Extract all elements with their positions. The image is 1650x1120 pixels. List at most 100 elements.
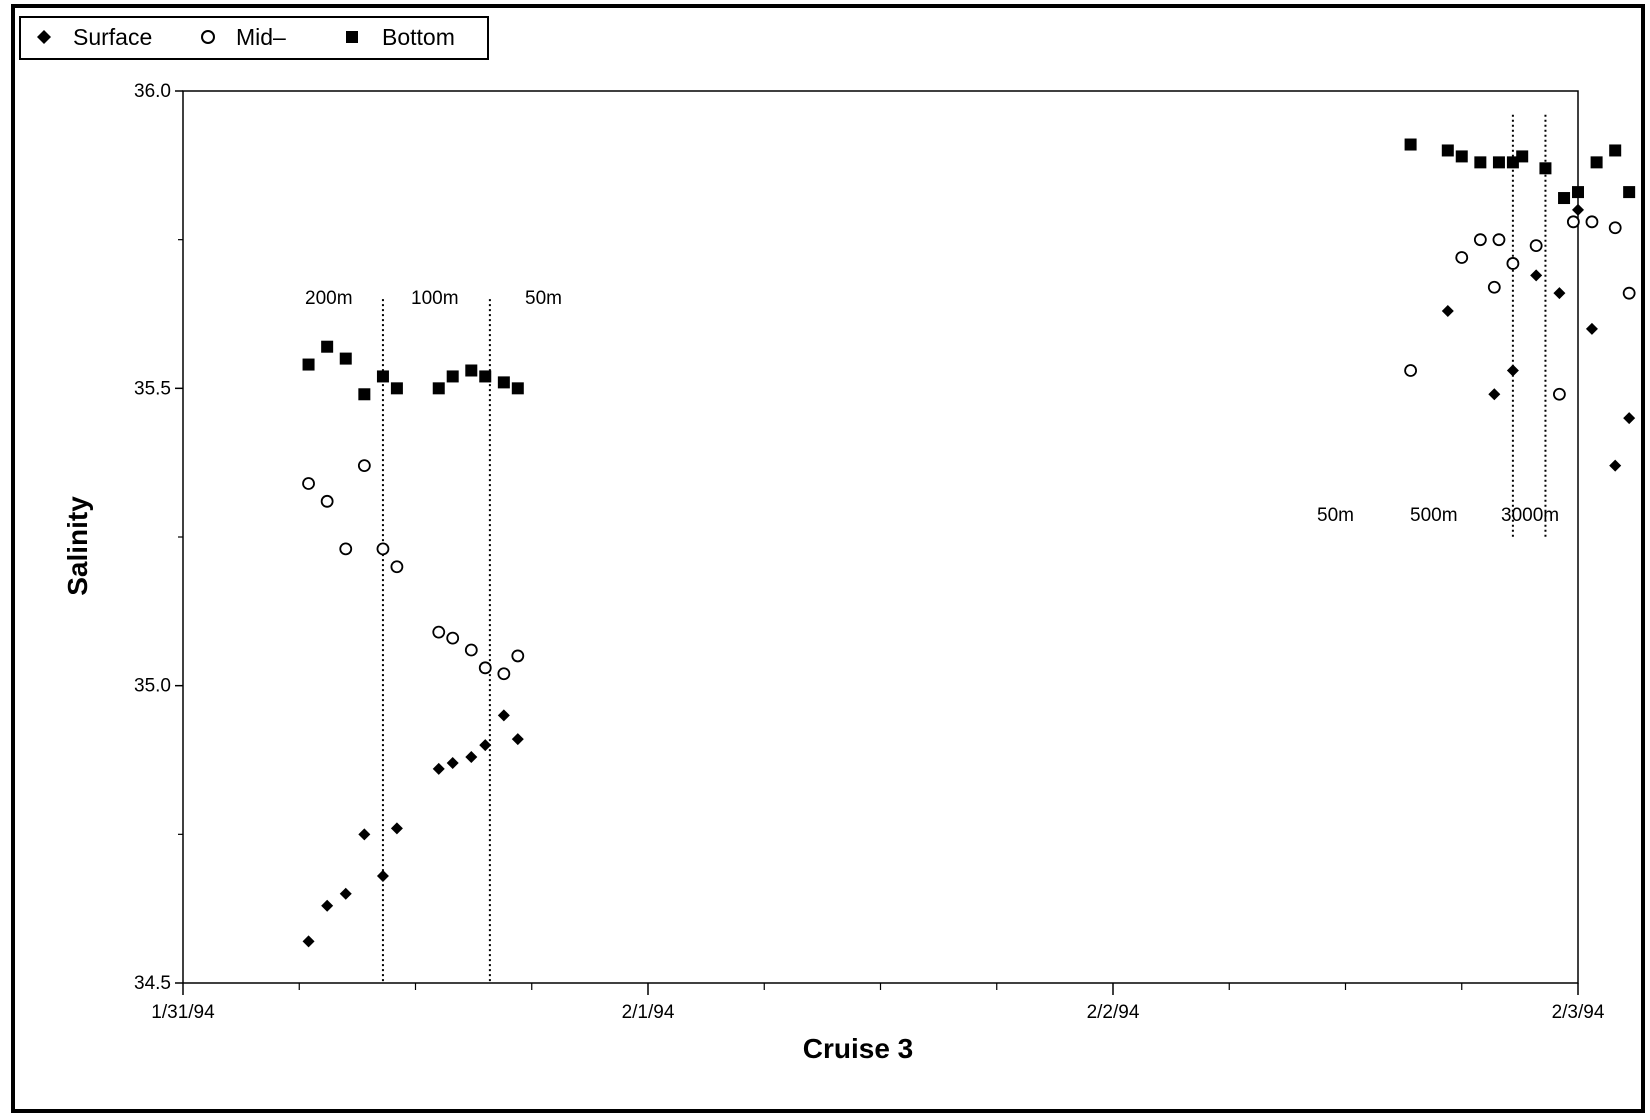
legend-label-bottom: Bottom: [382, 24, 455, 50]
bottom-point: [302, 358, 315, 371]
y-tick-label: 35.0: [134, 676, 171, 697]
bottom-point: [1492, 156, 1505, 169]
mid-point: [302, 477, 315, 490]
legend-box: [19, 16, 489, 60]
y-tick-label: 36.0: [134, 81, 171, 102]
bottom-point: [432, 382, 445, 395]
bottom-point: [1516, 150, 1529, 163]
surface-point: [376, 869, 389, 882]
surface-point: [302, 935, 315, 948]
y-axis-title: Salinity: [62, 496, 93, 596]
surface-point: [1441, 305, 1454, 318]
surface-point: [1609, 459, 1622, 472]
surface-point: [479, 739, 492, 752]
mid-point: [1529, 239, 1543, 253]
surface-point: [339, 887, 352, 900]
mid-point: [464, 643, 478, 657]
separators: [381, 114, 1547, 983]
surface-point: [1488, 388, 1501, 401]
bottom-point: [1441, 144, 1454, 157]
bottom-point: [1455, 150, 1468, 163]
mid-point: [1492, 233, 1506, 247]
bottom-point: [1404, 138, 1417, 151]
surface-point: [511, 733, 524, 746]
mid-point: [1487, 280, 1501, 294]
legend-marker-mid: [201, 30, 215, 44]
mid-point: [1553, 387, 1566, 401]
bottom-point: [390, 382, 403, 395]
annotation-3000m: 3000m: [1501, 505, 1559, 526]
bottom-point: [1590, 156, 1603, 169]
x-axis-title: Cruise 3: [803, 1033, 914, 1064]
surface-point: [358, 828, 371, 841]
surface-point: [432, 762, 445, 775]
mid-point: [390, 560, 404, 574]
x-tick-label: 2/3/94: [1552, 1002, 1605, 1023]
surface-point: [1506, 364, 1519, 377]
mid-point: [497, 667, 511, 681]
mid-point: [1404, 364, 1417, 377]
bottom-point: [446, 370, 459, 383]
bottom-point: [1506, 156, 1519, 169]
surface-point: [497, 709, 510, 722]
axes: 34.5 35.0 35.5 36.0 1/31/94 2/1/94 2/2/94 2/3/9…: [134, 81, 1605, 1023]
bottom-point: [465, 364, 478, 377]
mid-point: [1473, 233, 1487, 247]
bottom-point: [358, 388, 371, 401]
legend: Surface Mid– Bottom: [19, 16, 489, 60]
annotation-500m: 500m: [1410, 505, 1458, 526]
bottom-point: [339, 352, 352, 365]
surface-point: [321, 899, 334, 912]
mid-point: [376, 542, 390, 556]
x-tick-label: 1/31/94: [151, 1002, 215, 1023]
mid-point: [1622, 286, 1636, 300]
mid-point: [1506, 257, 1520, 270]
bottom-point: [1609, 144, 1622, 157]
plot-frame: [182, 90, 1579, 984]
annotations: 200m 100m 50m 50m 500m 3000m: [305, 288, 1559, 526]
annotation-100m: 100m: [411, 288, 459, 309]
annotation-50m-right: 50m: [1317, 505, 1354, 526]
surface-point: [1572, 203, 1584, 216]
surface-point: [465, 751, 478, 764]
surface-point: [1530, 269, 1543, 282]
bottom-point: [497, 376, 510, 389]
surface-point: [446, 756, 459, 769]
bottom-point: [1539, 162, 1552, 175]
legend-marker-bottom: [346, 31, 358, 43]
legend-marker-surface: [37, 30, 51, 44]
bottom-point: [479, 370, 492, 383]
surface-point: [390, 822, 403, 835]
annotation-50m-left: 50m: [525, 288, 562, 309]
mid-point: [1608, 221, 1622, 235]
data-points: [302, 138, 1636, 948]
chart-frame: [11, 4, 1645, 1113]
surface-point: [1553, 287, 1566, 300]
mid-point: [357, 459, 371, 473]
bottom-point: [511, 382, 524, 395]
mid-point: [1455, 251, 1469, 264]
annotation-200m: 200m: [305, 288, 353, 309]
mid-point: [432, 625, 446, 639]
y-tick-label: 35.5: [134, 378, 171, 399]
mid-point: [446, 631, 460, 645]
x-tick-label: 2/1/94: [622, 1002, 675, 1023]
bottom-point: [1572, 186, 1584, 199]
mid-point: [339, 542, 353, 556]
mid-point: [320, 494, 334, 508]
mid-point: [478, 661, 492, 675]
mid-point: [511, 649, 525, 663]
bottom-point: [321, 340, 334, 353]
bottom-point: [376, 370, 389, 383]
legend-label-mid: Mid–: [236, 24, 286, 50]
surface-point: [1585, 322, 1598, 335]
bottom-point: [1623, 186, 1636, 199]
mid-point: [1585, 215, 1599, 229]
bottom-point: [1474, 156, 1487, 169]
x-tick-label: 2/2/94: [1087, 1002, 1140, 1023]
bottom-point: [1558, 192, 1571, 205]
y-tick-label: 34.5: [134, 973, 171, 994]
surface-point: [1623, 412, 1636, 425]
